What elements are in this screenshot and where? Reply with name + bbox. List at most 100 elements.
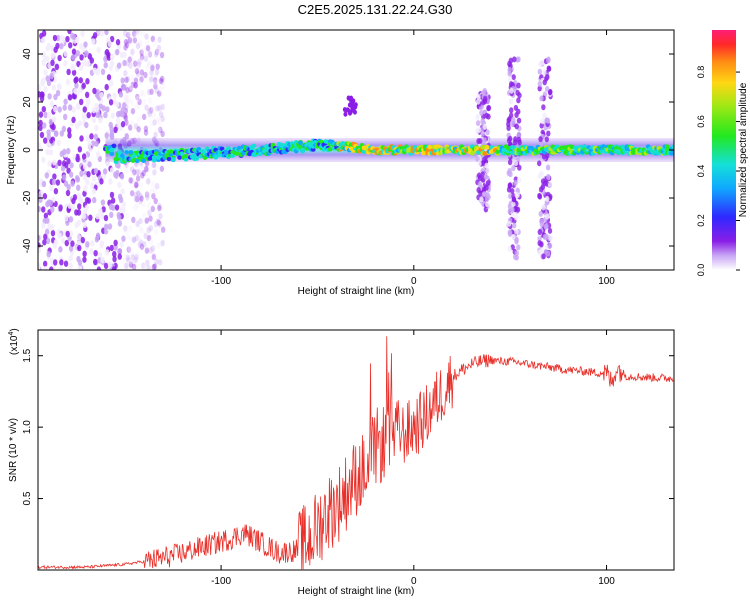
- heatmap-cell: [44, 172, 50, 179]
- heatmap-burst-cell: [516, 177, 522, 184]
- heatmap-cell: [99, 91, 104, 99]
- heatmap-cell: [86, 197, 92, 204]
- heatmap-cell: [158, 126, 163, 134]
- heatmap-burst-cell: [515, 56, 520, 63]
- heatmap-cell: [139, 76, 144, 83]
- heatmap-cell: [42, 260, 48, 267]
- heatmap-cell: [139, 195, 144, 202]
- heatmap-cell: [91, 116, 97, 124]
- heatmap-cell: [117, 248, 123, 255]
- heatmap-cell: [43, 266, 48, 270]
- heatmap-cell: [157, 205, 162, 212]
- heatmap-cell: [128, 177, 133, 184]
- heatmap-burst-cell: [547, 181, 553, 188]
- heatmap-cell: [100, 256, 105, 264]
- heatmap-cell: [64, 215, 69, 222]
- heatmap-cell: [119, 207, 124, 214]
- heatmap-cell: [70, 180, 75, 187]
- heatmap-cell: [150, 205, 156, 213]
- heatmap-ridge-cell: [671, 144, 674, 149]
- heatmap-cell: [59, 34, 64, 42]
- heatmap-cell: [158, 259, 163, 266]
- heatmap-cell: [141, 169, 146, 177]
- heatmap-burst-cell: [485, 192, 490, 199]
- heatmap-cell: [73, 77, 78, 84]
- heatmap-cell: [66, 167, 71, 174]
- heatmap-cell: [135, 93, 140, 101]
- heatmap-burst-cell: [508, 81, 514, 88]
- heatmap-ridge-cell: [495, 149, 501, 154]
- svg-text:(x104): (x104): [8, 328, 20, 355]
- heatmap-cell: [131, 64, 136, 72]
- heatmap-cell: [131, 180, 136, 188]
- heatmap-cell: [93, 258, 98, 266]
- heatmap-cell: [79, 54, 84, 61]
- heatmap-cell: [53, 259, 58, 266]
- heatmap-cell: [120, 77, 125, 84]
- heatmap-burst-cell: [513, 104, 519, 111]
- heatmap-cell: [145, 194, 150, 201]
- heatmap-cell: [112, 255, 117, 263]
- heatmap-cell: [149, 188, 154, 195]
- heatmap-cell: [58, 204, 63, 212]
- heatmap-cell: [108, 203, 114, 210]
- heatmap-cell: [53, 93, 58, 101]
- heatmap-cell: [138, 197, 143, 205]
- heatmap-cell: [59, 43, 64, 50]
- heatmap-cell: [75, 103, 81, 111]
- heatmap-cell: [160, 83, 166, 90]
- heatmap-ridge-cell: [664, 146, 670, 152]
- heatmap-ridge-cell: [192, 153, 197, 158]
- heatmap-cell: [144, 104, 149, 111]
- heatmap-cell: [352, 109, 357, 115]
- heatmap-burst-cell: [544, 213, 550, 220]
- heatmap-cell: [41, 36, 46, 44]
- heatmap-cell: [77, 244, 82, 252]
- colorbar-tick-label: 0.4: [696, 165, 706, 178]
- heatmap-cell: [38, 205, 41, 213]
- heatmap-cell: [155, 105, 160, 112]
- heatmap-cell: [108, 178, 113, 185]
- heatmap-cell: [133, 191, 139, 198]
- heatmap-burst-cell: [514, 123, 519, 130]
- heatmap-burst-cell: [511, 74, 516, 81]
- heatmap-cell: [80, 236, 86, 244]
- heatmap-cell: [66, 158, 71, 165]
- heatmap-cell: [121, 201, 126, 208]
- heatmap-burst-cell: [475, 98, 481, 105]
- heatmap-cell: [55, 34, 61, 42]
- heatmap-cell: [68, 230, 74, 237]
- heatmap-burst-cell: [507, 229, 513, 236]
- heatmap-cell: [140, 172, 145, 179]
- heatmap-cell: [38, 146, 43, 153]
- heatmap-cell: [96, 266, 102, 270]
- heatmap-cell: [141, 98, 147, 106]
- heatmap-cell: [88, 214, 93, 221]
- heatmap-cell: [133, 82, 138, 89]
- colorbar-label: Normalized spectral amplitude: [738, 82, 749, 217]
- heatmap-cell: [45, 148, 50, 156]
- heatmap-burst-cell: [475, 120, 481, 127]
- heatmap-cell: [155, 182, 160, 190]
- heatmap-cell: [138, 239, 144, 246]
- heatmap-burst-cell: [514, 236, 519, 243]
- heatmap-cell: [73, 88, 78, 95]
- heatmap-cell: [130, 254, 136, 261]
- heatmap-cell: [56, 139, 61, 147]
- heatmap-cell: [129, 251, 135, 258]
- heatmap-cell: [131, 236, 137, 243]
- heatmap-cell: [124, 119, 129, 126]
- heatmap-cell: [126, 246, 132, 253]
- colorbar-tick-label: 0.6: [696, 115, 706, 128]
- heatmap-cell: [124, 98, 130, 105]
- heatmap-cell: [107, 223, 113, 230]
- heatmap-ridge-cell: [141, 158, 147, 163]
- heatmap-cell: [92, 32, 98, 39]
- heatmap-cell: [131, 236, 136, 244]
- heatmap-cell: [106, 54, 112, 61]
- heatmap-cell: [90, 38, 96, 45]
- heatmap-cell: [63, 260, 69, 267]
- heatmap-cell: [107, 261, 113, 268]
- heatmap-cell: [141, 200, 146, 208]
- heatmap-ridge-cell: [168, 149, 174, 154]
